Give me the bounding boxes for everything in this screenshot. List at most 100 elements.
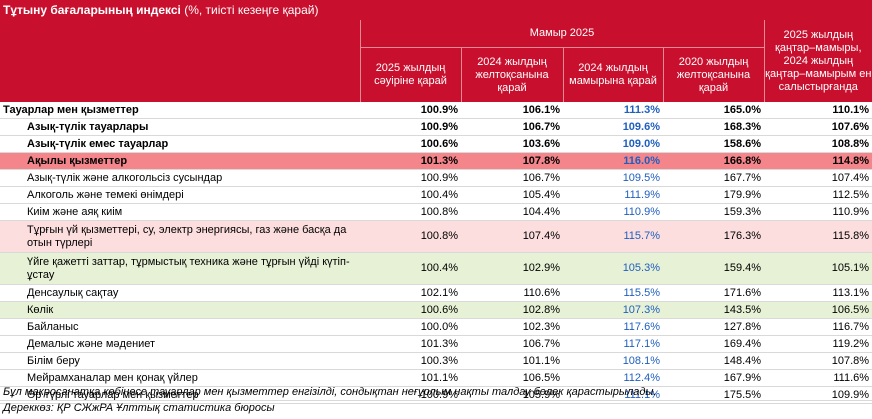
header-group-may-2025: Мамыр 2025 bbox=[359, 20, 765, 48]
value-vs-december-2020: 167.7% bbox=[663, 169, 765, 187]
header-vs-april-2025: 2025 жылдың сәуіріне қарай bbox=[359, 47, 461, 102]
value-vs-april-2025: 100.9% bbox=[360, 169, 461, 187]
row-label: Байланыс bbox=[0, 318, 360, 336]
table-row: Демалыс және мәдениет 101.3% 106.7% 117.1% 1… bbox=[0, 335, 872, 353]
value-jan-may-comparison: 112.5% bbox=[764, 186, 872, 204]
table-row: Тауарлар мен қызметтер 100.9% 106.1% 111.3%… bbox=[0, 102, 872, 119]
value-vs-december-2020: 171.6% bbox=[663, 284, 765, 302]
value-vs-december-2024: 106.7% bbox=[461, 118, 563, 136]
value-vs-december-2024: 102.9% bbox=[461, 252, 563, 285]
table-row: Әр түрлі тауарлар мен қызметтер 100.9% 105… bbox=[0, 386, 872, 404]
value-vs-april-2025: 100.9% bbox=[360, 386, 461, 404]
value-vs-may-2024: 111.3% bbox=[563, 102, 663, 119]
table-row: Азық-түлік емес тауарлар 100.6% 103.6% 109.… bbox=[0, 135, 872, 153]
table-title-bold: Тұтыну бағаларының индексі bbox=[3, 3, 181, 17]
value-vs-december-2024: 106.1% bbox=[461, 102, 563, 119]
row-label: Демалыс және мәдениет bbox=[0, 335, 360, 353]
table-body: Тауарлар мен қызметтер 100.9% 106.1% 111.3%… bbox=[0, 102, 872, 404]
row-label: Әр түрлі тауарлар мен қызметтер bbox=[0, 386, 360, 404]
value-jan-may-comparison: 107.6% bbox=[764, 118, 872, 136]
row-label: Білім беру bbox=[0, 352, 360, 370]
value-vs-april-2025: 100.8% bbox=[360, 203, 461, 221]
source-note: Дереккөз: ҚР СЖжРА Ұлттық статистика бюр… bbox=[3, 402, 275, 414]
value-vs-may-2024: 111.1% bbox=[563, 386, 663, 404]
value-vs-december-2020: 175.5% bbox=[663, 386, 765, 404]
row-label: Азық-түлік және алкогольсіз сусындар bbox=[0, 169, 360, 187]
value-vs-december-2020: 165.0% bbox=[663, 102, 765, 119]
row-label: Мейрамханалар мен қонақ үйлер bbox=[0, 369, 360, 387]
row-label: Азық-түлік емес тауарлар bbox=[0, 135, 360, 153]
value-vs-december-2024: 105.4% bbox=[461, 186, 563, 204]
value-vs-december-2024: 103.6% bbox=[461, 135, 563, 153]
table-row: Тұрғын үй қызметтері, су, электр энергия… bbox=[0, 220, 872, 253]
value-vs-december-2024: 106.5% bbox=[461, 369, 563, 387]
value-vs-may-2024: 115.7% bbox=[563, 220, 663, 253]
value-vs-december-2020: 127.8% bbox=[663, 318, 765, 336]
value-jan-may-comparison: 115.8% bbox=[764, 220, 872, 253]
value-jan-may-comparison: 114.8% bbox=[764, 152, 872, 170]
value-vs-december-2024: 101.1% bbox=[461, 352, 563, 370]
value-jan-may-comparison: 113.1% bbox=[764, 284, 872, 302]
row-label: Алкоголь және темекі өнімдері bbox=[0, 186, 360, 204]
table-row: Білім беру 100.3% 101.1% 108.1% 148.4% 107.8% bbox=[0, 352, 872, 370]
value-vs-may-2024: 112.4% bbox=[563, 369, 663, 387]
table-row: Байланыс 100.0% 102.3% 117.6% 127.8% 116.7% bbox=[0, 318, 872, 336]
value-vs-december-2020: 159.4% bbox=[663, 252, 765, 285]
row-label: Көлік bbox=[0, 301, 360, 319]
value-vs-may-2024: 117.6% bbox=[563, 318, 663, 336]
value-jan-may-comparison: 110.9% bbox=[764, 203, 872, 221]
value-vs-april-2025: 100.6% bbox=[360, 301, 461, 319]
value-vs-april-2025: 101.3% bbox=[360, 152, 461, 170]
value-vs-april-2025: 102.1% bbox=[360, 284, 461, 302]
header-vs-may-2024: 2024 жылдың мамырына қарай bbox=[562, 47, 663, 102]
footnote: Бұл макросанатқа көбінесе тауарлар мен қ… bbox=[3, 386, 657, 398]
value-vs-december-2020: 169.4% bbox=[663, 335, 765, 353]
value-vs-april-2025: 101.3% bbox=[360, 335, 461, 353]
value-jan-may-comparison: 107.8% bbox=[764, 352, 872, 370]
value-vs-april-2025: 100.6% bbox=[360, 135, 461, 153]
value-vs-april-2025: 100.9% bbox=[360, 102, 461, 119]
value-vs-april-2025: 100.0% bbox=[360, 318, 461, 336]
value-vs-december-2020: 168.3% bbox=[663, 118, 765, 136]
value-vs-december-2020: 167.9% bbox=[663, 369, 765, 387]
row-label: Азық-түлік тауарлары bbox=[0, 118, 360, 136]
value-jan-may-comparison: 108.8% bbox=[764, 135, 872, 153]
value-vs-december-2024: 102.8% bbox=[461, 301, 563, 319]
table-row: Азық-түлік және алкогольсіз сусындар 100.… bbox=[0, 169, 872, 187]
cpi-table: Мамыр 2025 2025 жылдың қаңтар–мамыры, 20… bbox=[0, 20, 872, 404]
table-row: Үйге қажетті заттар, тұрмыстық техника ж… bbox=[0, 252, 872, 285]
header-vs-december-2020: 2020 жылдың желтоқсанына қарай bbox=[662, 47, 765, 102]
row-label: Ақылы қызметтер bbox=[0, 152, 360, 170]
value-vs-april-2025: 100.4% bbox=[360, 252, 461, 285]
value-vs-may-2024: 109.5% bbox=[563, 169, 663, 187]
value-vs-may-2024: 115.5% bbox=[563, 284, 663, 302]
value-vs-may-2024: 108.1% bbox=[563, 352, 663, 370]
value-jan-may-comparison: 119.2% bbox=[764, 335, 872, 353]
value-vs-december-2020: 148.4% bbox=[663, 352, 765, 370]
value-vs-may-2024: 105.3% bbox=[563, 252, 663, 285]
value-vs-april-2025: 100.8% bbox=[360, 220, 461, 253]
value-vs-december-2024: 102.3% bbox=[461, 318, 563, 336]
header-label-cell bbox=[0, 20, 360, 102]
value-vs-december-2020: 159.3% bbox=[663, 203, 765, 221]
value-vs-april-2025: 100.4% bbox=[360, 186, 461, 204]
value-vs-december-2020: 179.9% bbox=[663, 186, 765, 204]
table-row: Ақылы қызметтер 101.3% 107.8% 116.0% 166.8% 1… bbox=[0, 152, 872, 170]
value-vs-december-2020: 166.8% bbox=[663, 152, 765, 170]
table-title-rest: (%, тиісті кезеңге қарай) bbox=[180, 3, 319, 17]
value-vs-may-2024: 116.0% bbox=[563, 152, 663, 170]
row-label: Үйге қажетті заттар, тұрмыстық техника ж… bbox=[0, 252, 360, 285]
value-vs-december-2024: 104.4% bbox=[461, 203, 563, 221]
value-vs-may-2024: 110.9% bbox=[563, 203, 663, 221]
value-jan-may-comparison: 116.7% bbox=[764, 318, 872, 336]
value-vs-may-2024: 117.1% bbox=[563, 335, 663, 353]
value-jan-may-comparison: 106.5% bbox=[764, 301, 872, 319]
value-vs-december-2020: 176.3% bbox=[663, 220, 765, 253]
value-vs-may-2024: 109.6% bbox=[563, 118, 663, 136]
table-row: Киім және аяқ киім 100.8% 104.4% 110.9% 159.… bbox=[0, 203, 872, 221]
value-vs-may-2024: 107.3% bbox=[563, 301, 663, 319]
value-vs-april-2025: 101.1% bbox=[360, 369, 461, 387]
value-vs-december-2024: 106.7% bbox=[461, 169, 563, 187]
table-row: Мейрамханалар мен қонақ үйлер 101.1% 106.5… bbox=[0, 369, 872, 387]
